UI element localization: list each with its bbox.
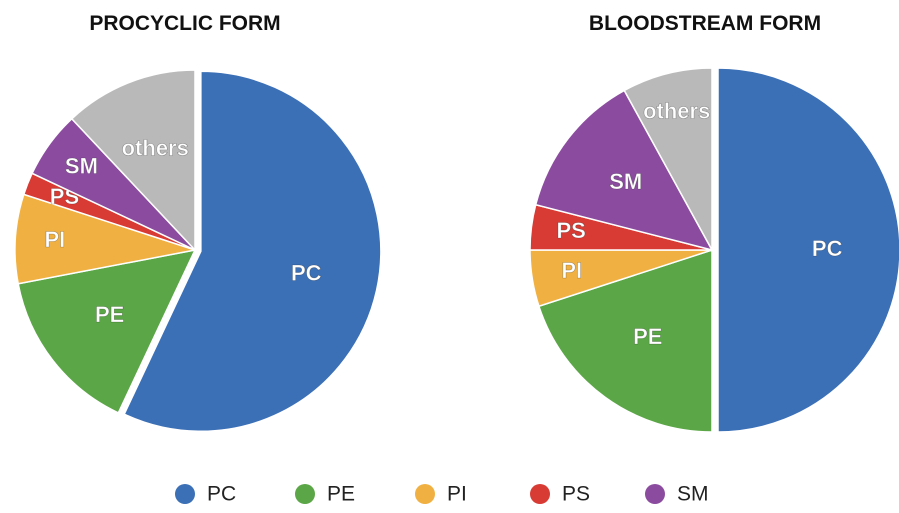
slice-label: SM: [609, 169, 642, 194]
chart-title: BLOODSTREAM FORM: [589, 12, 821, 35]
legend-label: SM: [677, 483, 709, 506]
legend-marker: [415, 484, 435, 504]
slice-label: PC: [812, 236, 843, 261]
legend-label: PS: [562, 483, 590, 506]
legend-label: PC: [207, 483, 236, 506]
legend-label: PI: [447, 483, 467, 506]
legend-marker: [530, 484, 550, 504]
slice-label: PE: [95, 302, 124, 327]
pie-slice: [534, 89, 714, 252]
slice-label: SM: [65, 153, 98, 178]
pie-slice: [14, 193, 196, 285]
slice-label: others: [643, 98, 710, 123]
legend-marker: [645, 484, 665, 504]
pie-slice: [623, 67, 713, 251]
pie-slice: [70, 69, 196, 252]
slice-label: PE: [633, 324, 662, 349]
pie-slice: [17, 248, 197, 414]
slice-label: PC: [291, 261, 322, 286]
pie-slice: [123, 70, 382, 433]
pie-slice: [537, 248, 713, 433]
legend-marker: [295, 484, 315, 504]
legend-label: PE: [327, 483, 355, 506]
chart-title: PROCYCLIC FORM: [89, 12, 280, 35]
legend-marker: [175, 484, 195, 504]
slice-label: PI: [561, 258, 582, 283]
slice-label: PS: [556, 218, 585, 243]
slice-label: others: [122, 135, 189, 160]
slice-label: PI: [44, 227, 65, 252]
pie-slice: [717, 67, 899, 433]
